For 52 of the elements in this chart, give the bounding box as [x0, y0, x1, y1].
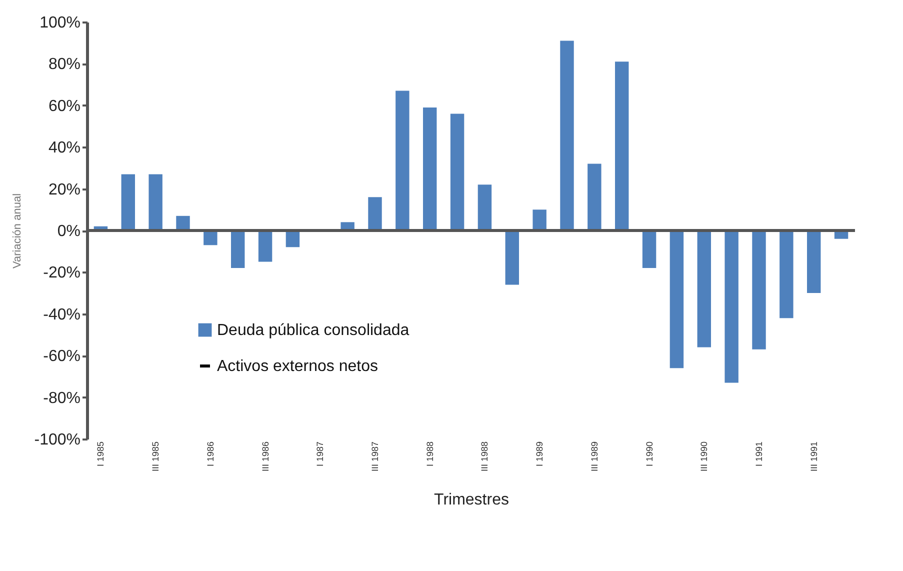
x-tick-label: I 1991: [754, 442, 764, 467]
x-axis-title: Trimestres: [434, 492, 509, 509]
bar: [670, 230, 684, 368]
bar: [396, 90, 410, 230]
bar: [560, 40, 574, 230]
x-tick-label: I 1990: [644, 442, 654, 467]
bar: [231, 230, 245, 268]
y-tick-label: 60%: [48, 98, 80, 115]
bar: [588, 164, 602, 230]
x-tick-label: I 1985: [96, 442, 106, 467]
bar: [505, 230, 519, 285]
y-tick-label: 40%: [48, 140, 80, 157]
y-tick-label: -40%: [43, 306, 80, 324]
bar: [368, 197, 382, 230]
x-tick-label: I 1986: [205, 442, 216, 467]
x-tick-label: III 1988: [480, 442, 490, 472]
legend-label: Deuda pública consolidada: [217, 322, 410, 339]
x-tick-label: I 1989: [534, 442, 545, 467]
bar: [148, 174, 162, 230]
bar: [478, 184, 492, 230]
x-tick-label: I 1988: [424, 442, 435, 467]
bar: [642, 230, 656, 268]
bar: [450, 114, 464, 230]
bar: [121, 174, 135, 230]
bar: [532, 210, 546, 230]
x-tick-label: III 1989: [589, 442, 600, 472]
bar: [204, 230, 218, 246]
y-tick-label: -100%: [34, 432, 80, 448]
x-tick-label: III 1987: [370, 442, 380, 472]
bar: [258, 230, 272, 262]
x-tick-label: III 1990: [699, 442, 710, 472]
x-tick-label: III 1991: [808, 442, 819, 472]
y-tick-label: -80%: [43, 390, 80, 407]
bar: [176, 216, 190, 230]
y-tick-label: 100%: [40, 14, 80, 32]
y-tick-label: 80%: [48, 56, 80, 74]
bar: [615, 62, 629, 230]
y-tick-label: 0%: [57, 223, 80, 240]
bar: [752, 230, 766, 350]
bar: [807, 230, 821, 294]
bar: [780, 230, 794, 318]
bar: [423, 107, 437, 230]
y-tick-label: 20%: [48, 181, 80, 198]
y-tick-label: -20%: [43, 264, 80, 282]
bar: [697, 230, 711, 348]
x-tick-label: III 1985: [150, 442, 161, 472]
y-tick-label: -60%: [43, 348, 80, 366]
legend-label: Activos externos netos: [217, 358, 378, 375]
x-tick-label: I 1987: [315, 442, 326, 467]
y-axis-title: Variación anual: [11, 193, 24, 269]
bar: [724, 230, 738, 383]
x-tick-label: III 1986: [260, 442, 270, 472]
